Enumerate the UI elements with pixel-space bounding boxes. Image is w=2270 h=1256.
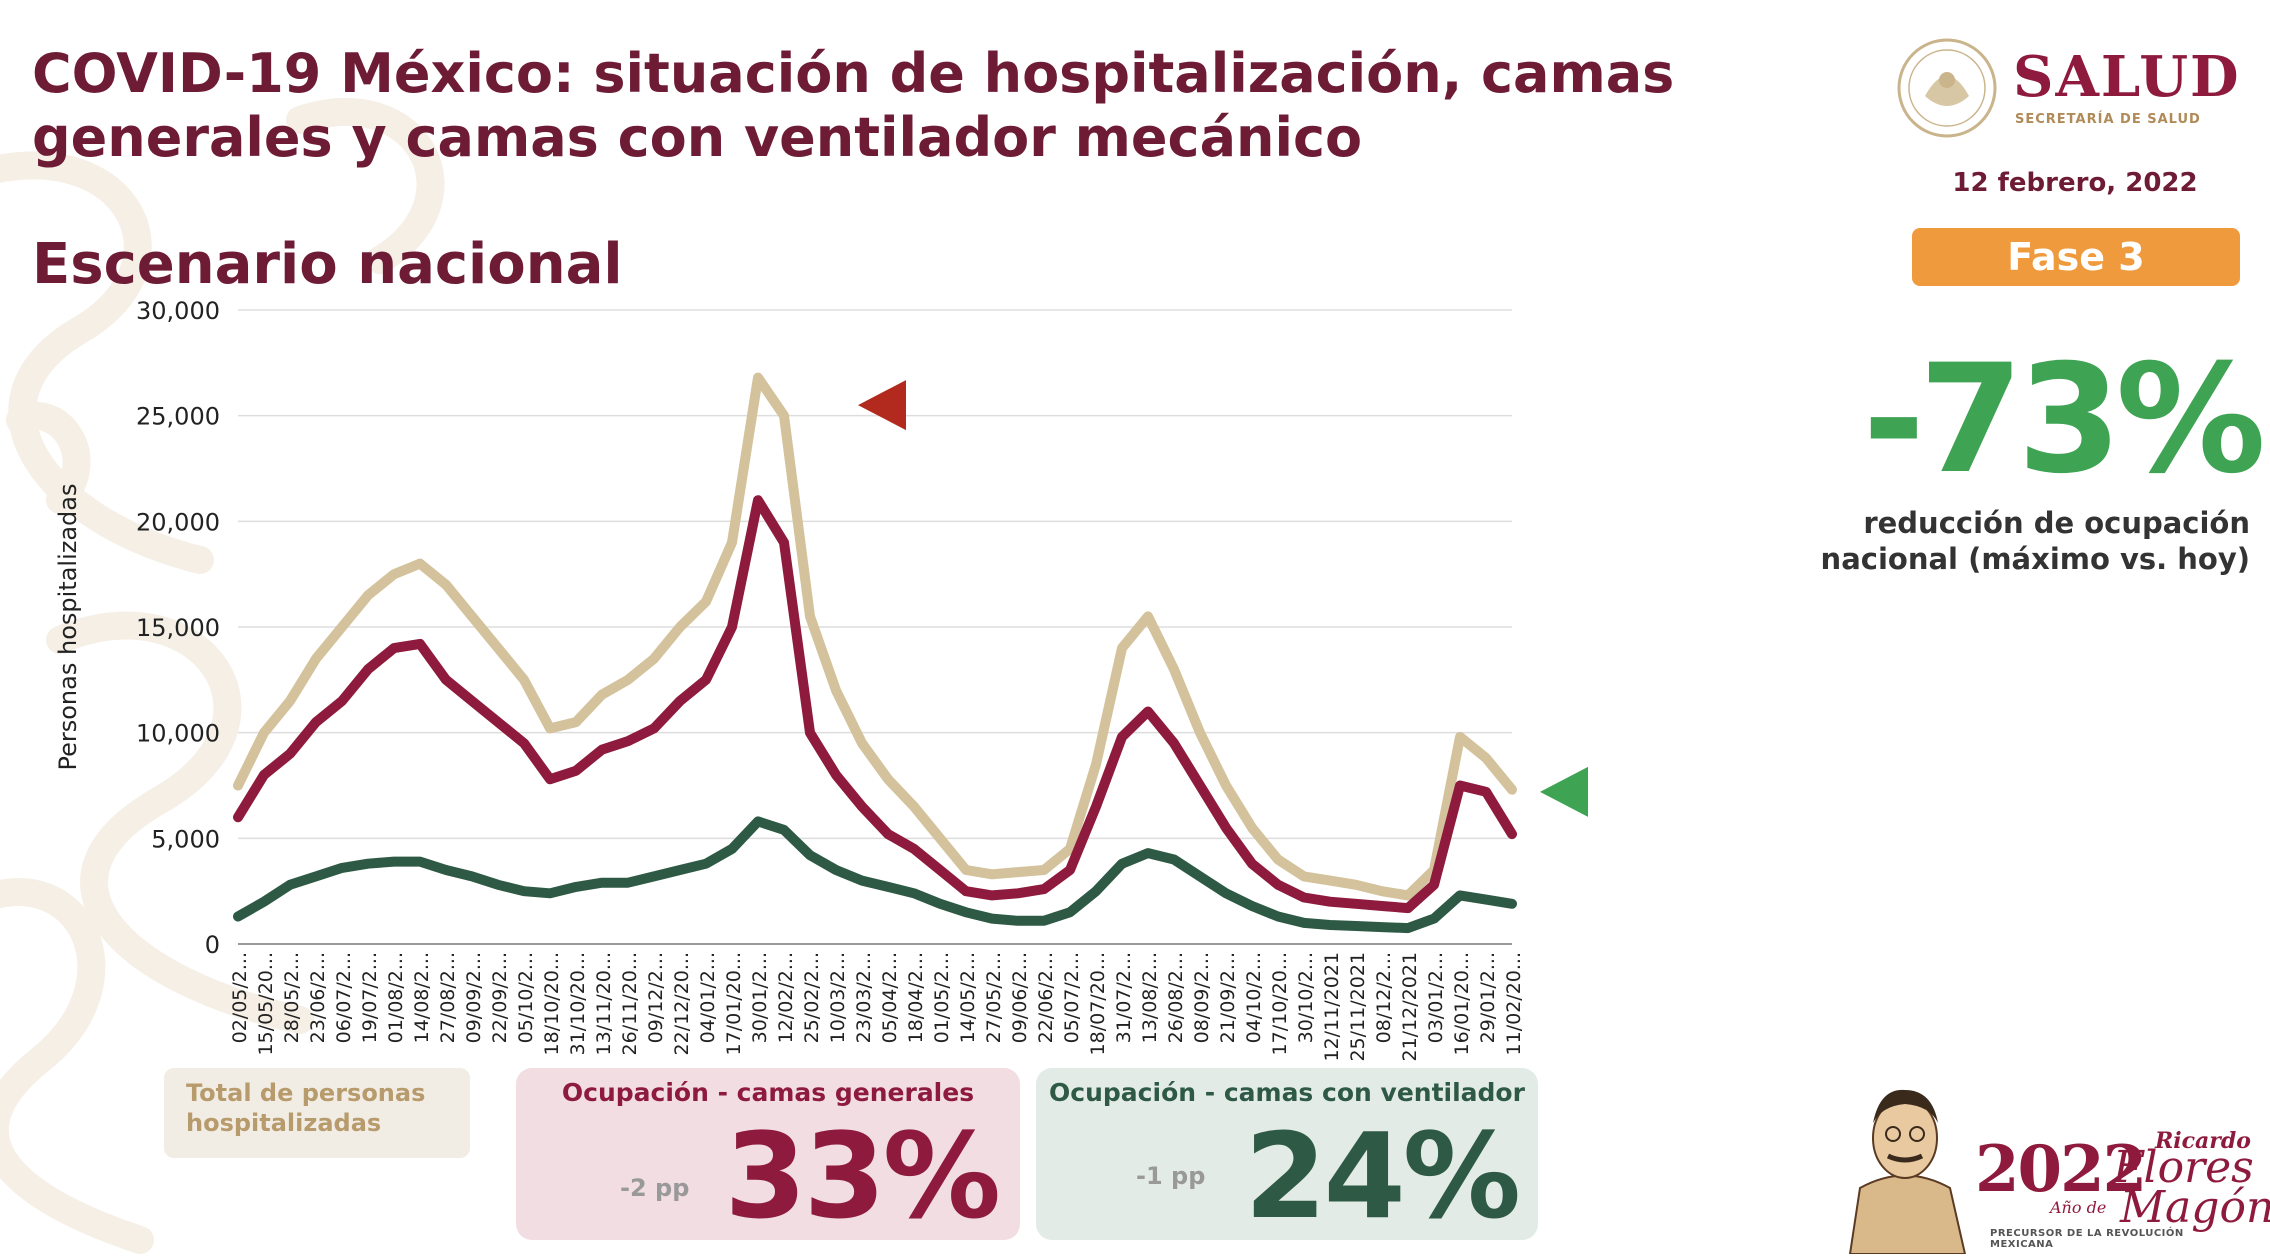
reduction-label: reducción de ocupación nacional (máximo … xyxy=(1820,506,2250,576)
coat-of-arms-icon xyxy=(1897,38,1997,138)
x-tick-label: 01/05/2... xyxy=(931,952,953,1043)
report-date: 12 febrero, 2022 xyxy=(1952,168,2198,198)
series-line-general xyxy=(233,495,1517,914)
x-tick-label: 18/04/2... xyxy=(905,952,927,1043)
x-tick-label: 03/01/2... xyxy=(1425,952,1447,1043)
year-mark-last-name: Magón xyxy=(2120,1182,2270,1233)
y-axis-label: Personas hospitalizadas xyxy=(54,484,82,771)
x-tick-label: 09/09/2... xyxy=(463,952,485,1043)
ventilator-beds-occupancy: 24% xyxy=(1244,1107,1521,1245)
salud-logo-subtext: SECRETARÍA DE SALUD xyxy=(2015,112,2201,127)
x-tick-label: 19/07/2... xyxy=(359,952,381,1043)
ventilator-beds-label: Ocupación - camas con ventilador xyxy=(1049,1078,1525,1107)
x-tick-label: 14/05/2... xyxy=(957,952,979,1043)
general-beds-label: Ocupación - camas generales xyxy=(561,1078,975,1107)
legend-card-total: Total de personas hospitalizadas xyxy=(164,1068,470,1158)
x-tick-label: 27/08/2... xyxy=(437,952,459,1043)
x-tick-label: 22/12/20... xyxy=(671,952,693,1055)
hospitalization-chart: 0 5,000 10,000 15,000 20,000 25,000 30,000 Pers… xyxy=(54,297,1588,1062)
y-tick-label: 25,000 xyxy=(136,403,220,431)
y-tick-label: 20,000 xyxy=(136,508,220,536)
x-tick-label: 14/08/2... xyxy=(411,952,433,1043)
x-tick-label: 29/01/2... xyxy=(1477,952,1499,1043)
x-tick-label: 05/10/2... xyxy=(515,952,537,1043)
x-tick-label: 30/10/2... xyxy=(1295,952,1317,1043)
x-tick-label: 22/09/2... xyxy=(489,952,511,1043)
portrait-icon xyxy=(1848,1089,1967,1254)
x-tick-label: 31/10/20... xyxy=(567,952,589,1055)
x-tick-label: 11/02/20... xyxy=(1503,952,1525,1055)
x-tick-label: 08/09/2... xyxy=(1191,952,1213,1043)
legend-card-ventilator-beds: Ocupación - camas con ventilador -1 pp 2… xyxy=(1036,1068,1538,1240)
x-tick-label: 09/06/2... xyxy=(1009,952,1031,1043)
y-tick-label: 0 xyxy=(205,931,220,959)
x-tick-label: 26/11/20... xyxy=(619,952,641,1055)
series-line-ventilator xyxy=(233,816,1517,934)
general-beds-occupancy: 33% xyxy=(724,1107,1001,1245)
x-tick-label: 31/07/2... xyxy=(1113,952,1135,1043)
y-tick-label: 30,000 xyxy=(136,297,220,325)
x-tick-label: 12/02/2... xyxy=(775,952,797,1043)
x-tick-label: 25/02/2... xyxy=(801,952,823,1043)
x-tick-label: 18/07/20... xyxy=(1087,952,1109,1055)
x-tick-label: 21/09/2... xyxy=(1217,952,1239,1043)
year-mark-logo: 2022 Año de Ricardo Flores Magón PRECURS… xyxy=(1830,1060,2270,1256)
x-tick-label: 13/11/20... xyxy=(593,952,615,1055)
marker-triangle xyxy=(1540,766,1588,817)
x-tick-label: 27/05/2... xyxy=(983,952,1005,1043)
general-beds-change: -2 pp xyxy=(620,1174,690,1202)
x-tick-label: 13/08/2... xyxy=(1139,952,1161,1043)
year-mark-year-of: Año de xyxy=(2050,1198,2107,1217)
legend-card-general-beds: Ocupación - camas generales -2 pp 33% xyxy=(516,1068,1020,1240)
ventilator-beds-change: -1 pp xyxy=(1136,1162,1206,1190)
y-tick-label: 15,000 xyxy=(136,614,220,642)
x-tick-label: 22/06/2... xyxy=(1035,952,1057,1043)
marker-triangle xyxy=(858,380,906,431)
x-tick-label: 28/05/2... xyxy=(281,952,303,1043)
series-line-total xyxy=(233,372,1517,901)
x-tick-label: 12/11/2021 xyxy=(1321,952,1343,1062)
x-tick-label: 17/01/20... xyxy=(723,952,745,1055)
page-title: COVID-19 México: situación de hospitaliz… xyxy=(32,42,1675,169)
legend-total-label: Total de personas hospitalizadas xyxy=(186,1079,426,1137)
x-tick-label: 08/12/2... xyxy=(1373,952,1395,1043)
year-mark-year: 2022 xyxy=(1975,1132,2147,1207)
x-tick-label: 10/03/2... xyxy=(827,952,849,1043)
salud-logo-text: SALUD xyxy=(2013,44,2241,110)
page-subtitle: Escenario nacional xyxy=(32,232,623,297)
year-mark-first-name: Ricardo xyxy=(2155,1128,2251,1154)
salud-logo: SALUD SECRETARÍA DE SALUD xyxy=(1895,36,2239,146)
x-tick-label: 17/10/20... xyxy=(1269,952,1291,1055)
x-tick-label: 30/01/2... xyxy=(749,952,771,1043)
x-tick-label: 01/08/2... xyxy=(385,952,407,1043)
x-tick-label: 16/01/20... xyxy=(1451,952,1473,1055)
x-tick-label: 18/10/20... xyxy=(541,952,563,1055)
x-tick-label: 09/12/2... xyxy=(645,952,667,1043)
x-tick-label: 05/04/2... xyxy=(879,952,901,1043)
x-tick-label: 02/05/2... xyxy=(229,952,251,1043)
x-tick-label: 06/07/2... xyxy=(333,952,355,1043)
year-mark-middle-name: Flores xyxy=(2113,1142,2254,1193)
x-tick-label: 26/08/2... xyxy=(1165,952,1187,1043)
x-tick-label: 15/05/20... xyxy=(255,952,277,1055)
x-tick-label: 05/07/2... xyxy=(1061,952,1083,1043)
x-tick-label: 23/06/2... xyxy=(307,952,329,1043)
y-tick-label: 5,000 xyxy=(151,825,220,853)
y-tick-label: 10,000 xyxy=(136,720,220,748)
year-mark-tagline: PRECURSOR DE LA REVOLUCIÓN MEXICANA xyxy=(1990,1228,2184,1250)
x-tick-label: 23/03/2... xyxy=(853,952,875,1043)
x-tick-label: 21/12/2021 xyxy=(1399,952,1421,1062)
reduction-value: -73% xyxy=(1862,333,2266,507)
x-tick-label: 25/11/2021 xyxy=(1347,952,1369,1062)
background-pattern xyxy=(0,98,445,1254)
x-tick-label: 04/01/2... xyxy=(697,952,719,1043)
x-tick-label: 04/10/2... xyxy=(1243,952,1265,1043)
phase-badge: Fase 3 xyxy=(1912,228,2240,286)
